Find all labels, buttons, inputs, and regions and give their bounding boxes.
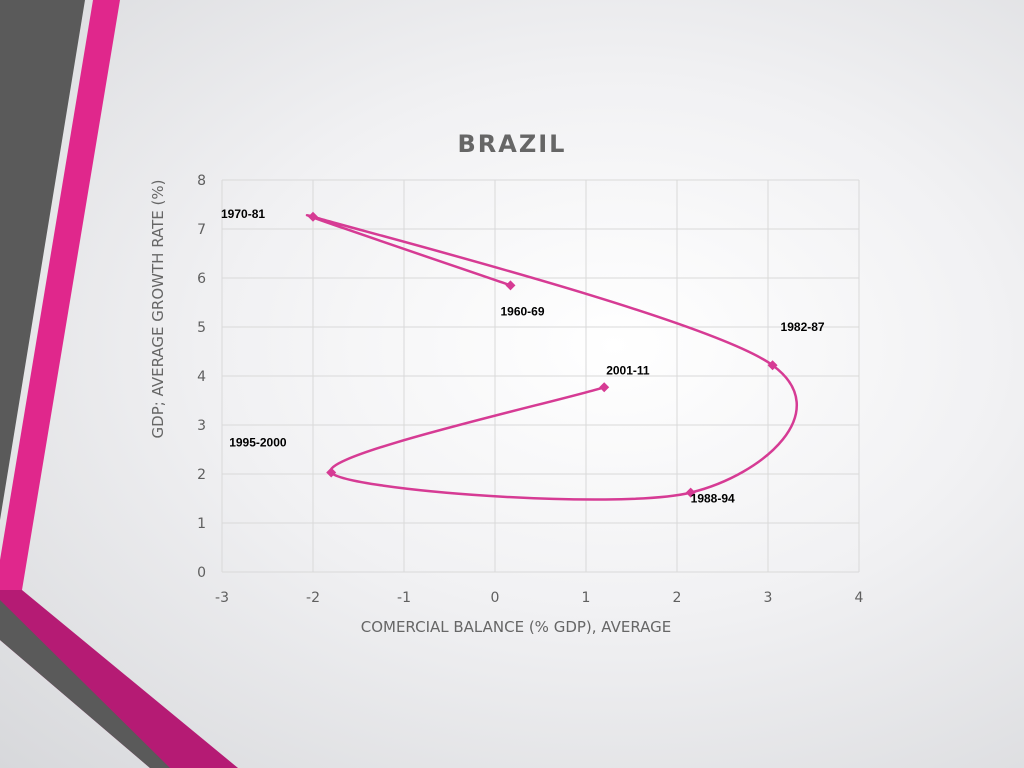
y-tick-label: 1	[197, 516, 206, 532]
decor-magenta-band	[0, 590, 238, 768]
data-point-marker	[767, 360, 778, 371]
y-tick-label: 3	[197, 418, 206, 434]
chart-title: BRAZIL	[458, 130, 567, 158]
decor-gray-band	[0, 600, 170, 768]
data-point-label: 1970-81	[221, 207, 265, 221]
y-tick-label: 0	[197, 565, 206, 581]
series-line	[305, 213, 798, 501]
data-point-marker	[599, 382, 610, 393]
x-tick-label: 1	[582, 590, 591, 606]
x-axis-title: COMERCIAL BALANCE (% GDP), AVERAGE	[361, 618, 672, 636]
series-markers	[308, 211, 778, 498]
point-labels: 1960-69 1970-81 1982-87 1988-94 1995-2000 200…	[221, 207, 825, 506]
y-tick-label: 4	[197, 369, 206, 385]
data-point-marker	[685, 487, 696, 498]
y-tick-label: 7	[197, 222, 206, 238]
y-tick-label: 2	[197, 467, 206, 483]
y-axis-title: GDP; AVERAGE GROWTH RATE (%)	[149, 180, 167, 439]
axis-ticks: -3 -2 -1 0 1 2 3 4 0 1 2 3 4 5 6 7 8	[197, 173, 863, 606]
data-point-marker	[505, 280, 516, 291]
series-line-layer	[305, 213, 798, 501]
grid	[221, 179, 860, 573]
x-tick-label: 3	[764, 590, 773, 606]
data-point-label: 2001-11	[606, 363, 650, 377]
data-point-label: 1960-69	[500, 304, 544, 318]
y-tick-label: 6	[197, 271, 206, 287]
data-point-label: 1988-94	[691, 492, 735, 506]
x-tick-label: -3	[215, 590, 229, 606]
data-point-marker	[308, 211, 318, 222]
data-point-marker	[326, 467, 337, 478]
y-tick-label: 8	[197, 173, 206, 189]
x-tick-label: -2	[306, 590, 320, 606]
decor-pink-stripe	[0, 0, 120, 590]
x-tick-label: 2	[673, 590, 682, 606]
y-tick-label: 5	[197, 320, 206, 336]
x-tick-label: -1	[397, 590, 411, 606]
data-point-label: 1982-87	[781, 320, 825, 334]
x-tick-label: 4	[855, 590, 864, 606]
data-point-label: 1995-2000	[229, 436, 287, 450]
x-tick-label: 0	[491, 590, 500, 606]
decor-gray-stripe	[0, 0, 85, 520]
